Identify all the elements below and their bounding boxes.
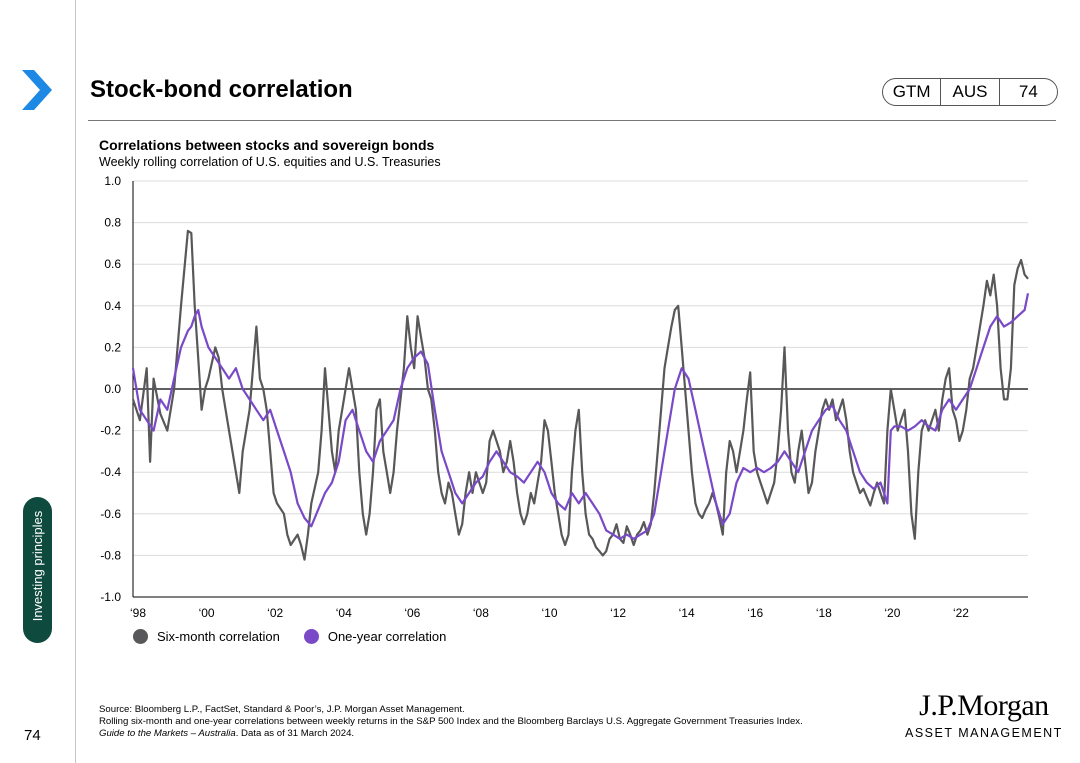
x-tick-label: ‘08 — [473, 606, 489, 620]
y-tick-label: -0.4 — [100, 465, 121, 479]
chart-title: Correlations between stocks and sovereig… — [99, 137, 435, 153]
y-tick-label: -0.2 — [100, 424, 121, 438]
x-tick-label: ‘14 — [679, 606, 695, 620]
chart-legend: Six-month correlation One-year correlati… — [133, 629, 470, 644]
footnote: Source: Bloomberg L.P., FactSet, Standar… — [99, 704, 803, 740]
footnote-source: Source: Bloomberg L.P., FactSet, Standar… — [99, 704, 465, 715]
x-tick-label: ‘06 — [404, 606, 420, 620]
x-tick-label: ‘02 — [267, 606, 283, 620]
legend-label-one-year: One-year correlation — [327, 629, 447, 644]
page-number: 74 — [24, 727, 41, 744]
one-year-correlation-line — [131, 293, 1030, 540]
y-tick-label: -0.8 — [100, 548, 121, 562]
legend-label-six-month: Six-month correlation — [157, 629, 280, 644]
y-tick-label: 0.8 — [104, 216, 121, 230]
gtm-badge: GTM AUS 74 — [882, 78, 1058, 106]
y-tick-label: 0.4 — [104, 299, 121, 313]
jpmorgan-logo: J.P.Morgan ASSET MANAGEMENT — [905, 689, 1063, 741]
y-tick-label: -0.6 — [100, 507, 121, 521]
x-tick-label: ‘18 — [816, 606, 832, 620]
x-tick-label: ‘20 — [884, 606, 900, 620]
y-tick-label: 0.0 — [104, 382, 121, 396]
brand-name: J.P.Morgan — [919, 689, 1049, 722]
chevron-right-icon — [22, 70, 52, 110]
legend-swatch-one-year — [303, 629, 319, 644]
chart-subtitle: Weekly rolling correlation of U.S. equit… — [99, 155, 441, 169]
y-tick-label: 0.6 — [104, 257, 121, 271]
x-tick-label: ‘04 — [336, 606, 352, 620]
x-tick-label: ‘10 — [541, 606, 557, 620]
y-tick-label: 1.0 — [104, 174, 121, 188]
badge-region: AUS — [940, 79, 998, 105]
y-tick-label: 0.2 — [104, 340, 121, 354]
footnote-guide: Guide to the Markets – Australia. Data a… — [99, 728, 803, 740]
left-divider-line — [75, 0, 76, 763]
legend-item-six-month: Six-month correlation — [133, 629, 280, 644]
x-tick-label: ‘00 — [199, 606, 215, 620]
footnote-date: . Data as of 31 March 2024. — [235, 728, 355, 739]
page-title: Stock-bond correlation — [90, 76, 353, 103]
x-tick-label: ‘16 — [747, 606, 763, 620]
badge-page: 74 — [998, 79, 1057, 105]
footnote-guide-title: Guide to the Markets – Australia — [99, 728, 236, 739]
title-rule — [88, 120, 1056, 121]
badge-gtm: GTM — [892, 82, 931, 101]
brand-subtitle: ASSET MANAGEMENT — [905, 726, 1063, 740]
footnote-method: Rolling six-month and one-year correlati… — [99, 716, 803, 727]
x-tick-label: ‘98 — [130, 606, 146, 620]
x-tick-label: ‘12 — [610, 606, 626, 620]
legend-swatch-six-month — [133, 629, 148, 644]
y-tick-label: -1.0 — [100, 590, 121, 604]
x-tick-label: ‘22 — [953, 606, 969, 620]
section-tab[interactable] — [23, 497, 52, 643]
six-month-correlation-line — [131, 229, 1029, 561]
legend-item-one-year: One-year correlation — [303, 629, 447, 644]
